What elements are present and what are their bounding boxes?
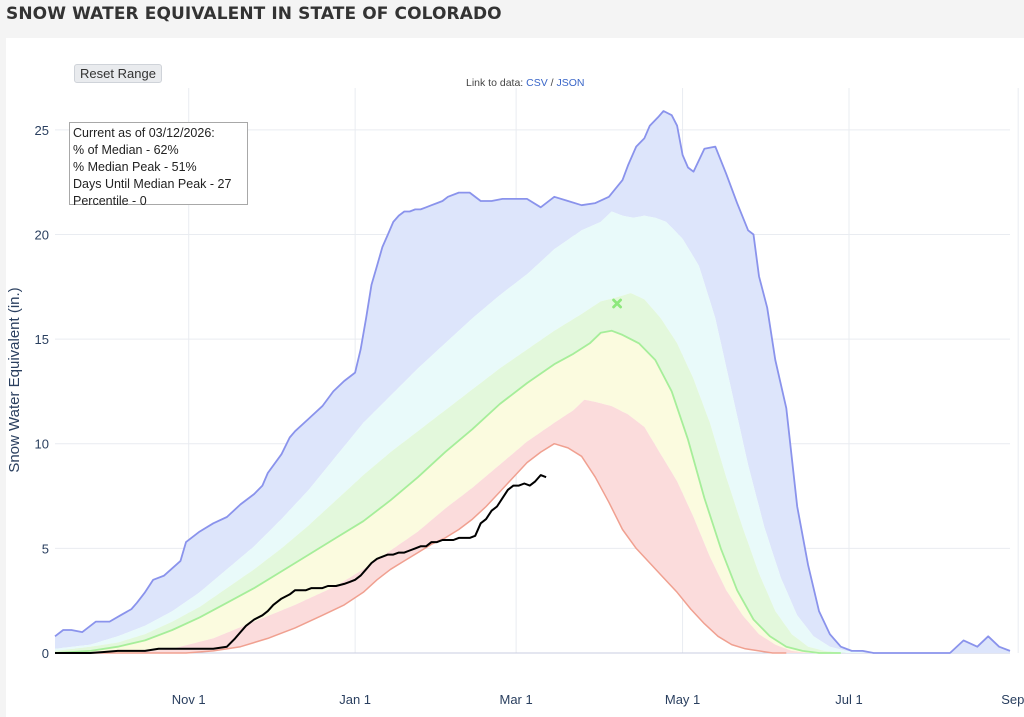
- y-axis-title: Snow Water Equivalent (in.): [6, 287, 23, 472]
- min-line: [55, 442, 787, 654]
- info-percent-median: % of Median - 62%: [73, 143, 179, 157]
- info-percentile: Percentile - 0: [73, 194, 147, 208]
- band-median-30: [55, 330, 1010, 653]
- y-tick-label: 5: [42, 541, 49, 556]
- x-tick-label: Nov 1: [172, 692, 206, 707]
- y-axis-ticks: 0 5 10 15 20 25: [35, 123, 49, 661]
- band-90-70: [55, 211, 1010, 653]
- x-tick-label: Jan 1: [339, 692, 371, 707]
- info-date: Current as of 03/12/2026:: [73, 126, 215, 140]
- x-axis-ticks: Nov 1 Jan 1 Mar 1 May 1 Jul 1 Sep 1: [172, 692, 1024, 707]
- series-lines: [54, 110, 1011, 654]
- link-prefix: Link to data:: [466, 77, 527, 89]
- x-tick-label: May 1: [665, 692, 700, 707]
- band-max-90: [55, 111, 1010, 653]
- x-tick-label: Mar 1: [500, 692, 533, 707]
- y-tick-label: 0: [42, 646, 49, 661]
- y-tick-label: 25: [35, 123, 49, 138]
- y-tick-label: 20: [35, 227, 49, 242]
- x-tick-label: Sep 1: [1001, 692, 1024, 707]
- csv-link[interactable]: CSV: [526, 77, 548, 89]
- data-links: Link to data: CSV / JSON: [466, 77, 585, 89]
- link-separator: /: [547, 77, 557, 89]
- band-30-min: [55, 399, 1010, 653]
- info-days-until-peak: Days Until Median Peak - 27: [73, 177, 232, 191]
- page-title: SNOW WATER EQUIVALENT IN STATE OF COLORA…: [6, 4, 502, 24]
- y-tick-label: 15: [35, 332, 49, 347]
- x-tick-label: Jul 1: [835, 692, 862, 707]
- median-peak-marker: [612, 298, 622, 309]
- reset-range-button[interactable]: Reset Range: [74, 64, 162, 83]
- chart-markers: [612, 298, 622, 309]
- max-line: [54, 110, 1011, 654]
- median-line: [54, 329, 841, 654]
- current-year-line: [55, 474, 547, 654]
- status-info-box: Current as of 03/12/2026: % of Median - …: [69, 122, 248, 208]
- y-tick-label: 10: [35, 437, 49, 452]
- json-link[interactable]: JSON: [556, 77, 585, 89]
- info-percent-median-peak: % Median Peak - 51%: [73, 160, 197, 174]
